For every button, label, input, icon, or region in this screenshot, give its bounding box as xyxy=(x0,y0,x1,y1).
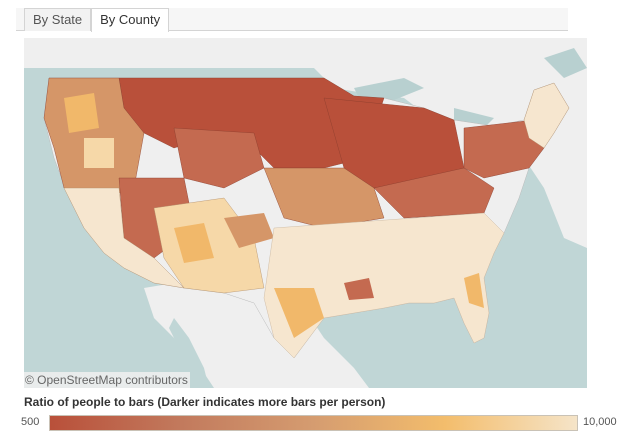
tab-by-county[interactable]: By County xyxy=(91,8,170,32)
legend-color-ramp xyxy=(49,415,578,431)
map-canvas xyxy=(24,38,587,388)
view-tabs: By State By County xyxy=(24,8,170,32)
legend-min-label: 500 xyxy=(21,416,40,428)
tab-by-state[interactable]: By State xyxy=(24,8,92,31)
map-attribution[interactable]: © OpenStreetMap contributors xyxy=(24,372,190,388)
county-choropleth-map[interactable]: © OpenStreetMap contributors xyxy=(24,38,587,388)
legend-max-label: 10,000 xyxy=(583,416,617,428)
legend-title: Ratio of people to bars (Darker indicate… xyxy=(24,395,386,409)
